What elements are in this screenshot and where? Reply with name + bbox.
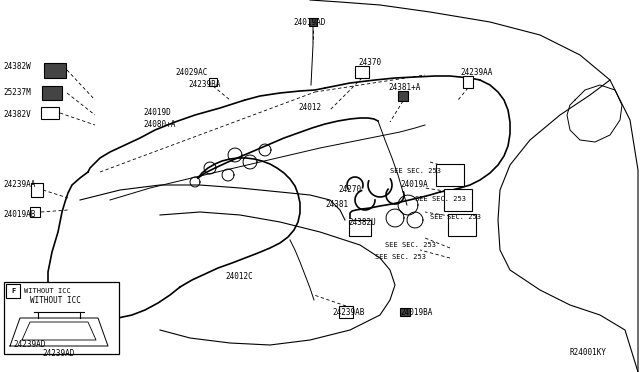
Bar — [398, 91, 408, 101]
Text: 24239AA: 24239AA — [3, 180, 35, 189]
Text: 24381+A: 24381+A — [388, 83, 420, 92]
Bar — [31, 183, 43, 197]
Text: WITHOUT ICC: WITHOUT ICC — [30, 296, 81, 305]
Text: 24080+A: 24080+A — [143, 120, 175, 129]
Bar — [4, 282, 119, 354]
Bar — [400, 308, 410, 316]
Bar — [309, 18, 317, 26]
Bar — [30, 207, 40, 217]
Bar — [355, 66, 369, 78]
Text: 24382U: 24382U — [348, 218, 376, 227]
Text: SEE SEC. 253: SEE SEC. 253 — [415, 196, 466, 202]
Text: 24239AD: 24239AD — [14, 340, 46, 349]
Text: 24239AB: 24239AB — [332, 308, 364, 317]
Text: 24012C: 24012C — [225, 272, 253, 281]
Text: 24019AD: 24019AD — [294, 18, 326, 27]
Text: 24019AB: 24019AB — [3, 210, 35, 219]
Text: SEE SEC. 253: SEE SEC. 253 — [385, 242, 436, 248]
Text: SEE SEC. 253: SEE SEC. 253 — [430, 214, 481, 220]
Text: 24370: 24370 — [358, 58, 381, 67]
Bar — [44, 62, 66, 77]
Text: WITHOUT ICC: WITHOUT ICC — [24, 288, 71, 294]
Bar — [42, 86, 62, 100]
Bar — [448, 214, 476, 236]
Text: 24381: 24381 — [325, 200, 348, 209]
Text: 25237M: 25237M — [3, 88, 31, 97]
Text: F: F — [11, 288, 15, 294]
Bar — [339, 306, 353, 318]
Text: SEE SEC. 253: SEE SEC. 253 — [375, 254, 426, 260]
Bar — [444, 189, 472, 211]
Text: SEE SEC. 253: SEE SEC. 253 — [390, 168, 441, 174]
Text: 24382W: 24382W — [3, 62, 31, 71]
Text: 24382V: 24382V — [3, 110, 31, 119]
Bar — [463, 76, 473, 88]
Text: 24012: 24012 — [298, 103, 321, 112]
Text: 24239AD: 24239AD — [43, 349, 75, 358]
Text: 24239AA: 24239AA — [460, 68, 492, 77]
Bar — [6, 284, 20, 298]
Bar — [209, 78, 217, 86]
Text: 24239BA: 24239BA — [188, 80, 220, 89]
Text: 24270: 24270 — [338, 185, 361, 194]
Bar — [436, 164, 464, 186]
Text: 24019BA: 24019BA — [400, 308, 433, 317]
Text: 24019A: 24019A — [400, 180, 428, 189]
Text: 24029AC: 24029AC — [175, 68, 207, 77]
Bar — [349, 220, 371, 236]
Text: 24019D: 24019D — [143, 108, 171, 117]
Bar — [41, 107, 59, 119]
Text: R24001KY: R24001KY — [570, 348, 607, 357]
